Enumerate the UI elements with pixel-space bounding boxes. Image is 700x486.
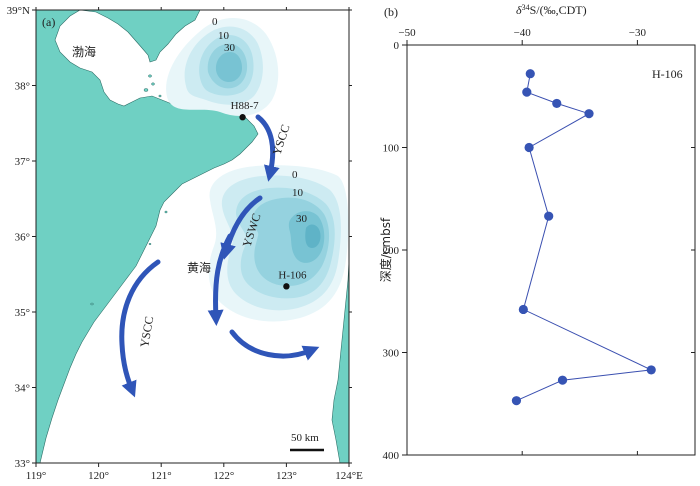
map-ticks: 119° 120° 121° 122° 123° 124°E 39°N 38° 37° 36° 35… [7, 5, 363, 482]
station-label: H-106 [278, 269, 307, 281]
map-panel: 0 10 30 0 10 30 YSCC YSWC YSCC 渤海 黄海 H88… [7, 5, 363, 482]
contours-north [166, 17, 279, 116]
y-tick-label: 300 [383, 348, 400, 360]
data-point [552, 98, 562, 109]
station-label: H88-7 [231, 100, 260, 112]
current-arrows [119, 114, 320, 398]
data-point [544, 211, 554, 221]
lat-tick-label: 38° [15, 81, 30, 93]
data-point [525, 69, 535, 79]
x-axis-label-tail: S/(‰,CDT) [530, 3, 587, 17]
mainland-land [36, 10, 259, 463]
liaodong-land [36, 10, 201, 63]
x-axis-label: δ34S/(‰,CDT) [516, 3, 587, 18]
x-ticks: −50 −40 −30 [398, 27, 646, 455]
y-ticks: 0 100 200 300 400 [383, 40, 695, 462]
scale-bar-label: 50 km [291, 432, 319, 444]
series-label: H-106 [652, 67, 683, 81]
stations: H88-7 H-106 [231, 100, 307, 290]
data-point [518, 304, 528, 315]
data-point [522, 87, 532, 97]
lat-tick-label: 39°N [7, 5, 30, 17]
lon-tick-label: 124°E [335, 470, 363, 482]
islands [90, 74, 168, 306]
ysw-east-arrow [229, 329, 320, 361]
lon-tick-label: 122° [213, 470, 234, 482]
series-points [511, 69, 656, 406]
series-line [516, 73, 653, 402]
yscc-coastal-arrow [119, 259, 161, 398]
lon-tick-label: 119° [26, 470, 47, 482]
data-point [557, 375, 568, 385]
lon-tick-label: 123° [276, 470, 297, 482]
y-axis-label: 深度/cmbsf [378, 217, 393, 282]
data-point [584, 109, 594, 119]
data-point [646, 365, 656, 375]
lon-tick-label: 121° [151, 470, 172, 482]
korea-land [331, 10, 349, 463]
chart-panel-label: (b) [384, 5, 398, 19]
contour-label-n10: 10 [218, 30, 230, 42]
y-tick-label: 400 [383, 450, 400, 462]
chart-panel: (b) δ34S/(‰,CDT) −50 −40 −30 0 100 200 300 400… [378, 3, 696, 462]
x-tick-label: −50 [398, 27, 416, 39]
data-point [511, 396, 522, 406]
contour-label-s30: 30 [296, 213, 308, 225]
x-tick-label: −40 [514, 27, 532, 39]
yscc-north-arrow [255, 114, 280, 182]
sea-label-bohai: 渤海 [72, 44, 96, 59]
map-panel-label: (a) [42, 15, 55, 29]
x-tick-label: −30 [629, 27, 647, 39]
y-tick-label: 100 [383, 143, 400, 155]
lat-tick-label: 33° [15, 458, 30, 470]
station-marker [283, 283, 290, 290]
lat-tick-label: 37° [15, 156, 30, 168]
station-marker [239, 114, 246, 121]
contour-label-n0: 0 [212, 16, 218, 28]
data-point [524, 142, 534, 153]
lat-tick-label: 35° [15, 307, 30, 319]
contour-label-s10: 10 [292, 187, 304, 199]
contour-label-s0: 0 [292, 169, 298, 181]
plot-frame [406, 44, 696, 456]
contour-label-n30: 30 [224, 42, 236, 54]
lat-tick-label: 34° [15, 383, 30, 395]
sea-label-yellow-sea: 黄海 [187, 260, 211, 275]
y-tick-label: 0 [394, 40, 400, 52]
current-label-yscc-coastal: YSCC [137, 315, 156, 348]
lat-tick-label: 36° [15, 232, 30, 244]
ysw-south-arrow [207, 233, 233, 326]
lon-tick-label: 120° [88, 470, 109, 482]
y-tick-label: 200 [383, 245, 400, 257]
contours-south [208, 165, 349, 322]
